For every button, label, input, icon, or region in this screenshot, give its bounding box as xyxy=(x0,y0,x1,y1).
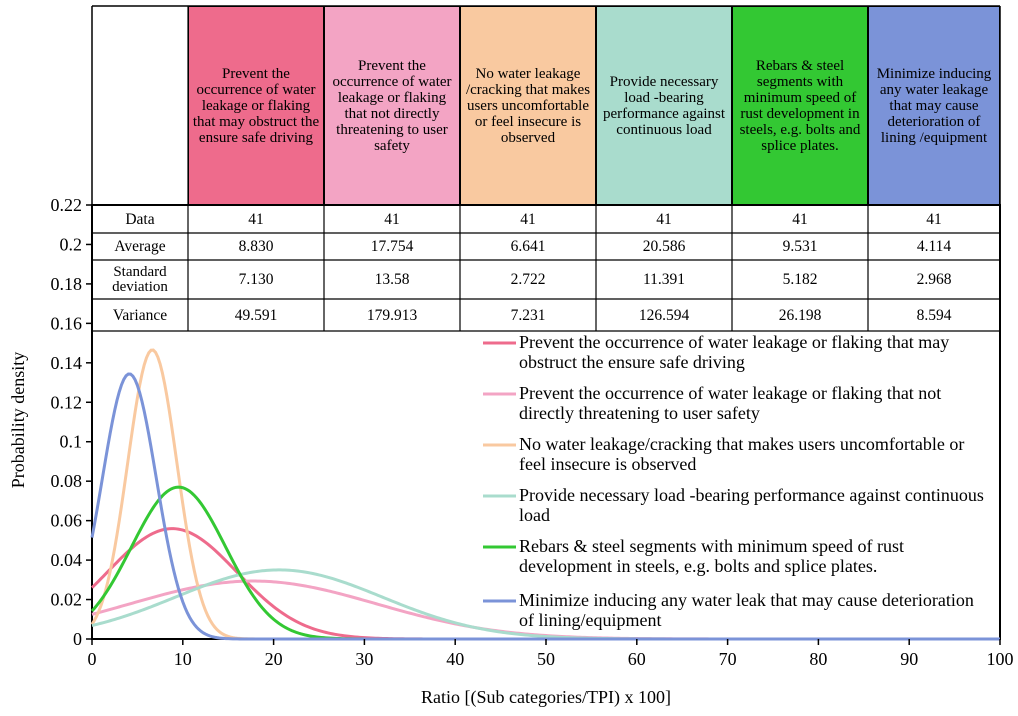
table-value-cell: 41 xyxy=(656,210,672,228)
y-tick-label: 0.16 xyxy=(51,313,83,333)
table-value-cell: 41 xyxy=(792,210,808,228)
y-tick-label: 0.14 xyxy=(51,353,83,373)
table-value-cell: 9.531 xyxy=(782,238,818,255)
table-value-cell: 41 xyxy=(520,210,536,228)
table-row-label: Variance xyxy=(112,306,168,324)
table-value-cell: 17.754 xyxy=(370,238,414,255)
table-value-cell: 20.586 xyxy=(642,238,686,255)
x-tick-label: 90 xyxy=(900,649,918,669)
table-row-label: Average xyxy=(114,238,166,255)
table-value-cell: 49.591 xyxy=(234,306,278,324)
x-tick-label: 40 xyxy=(446,649,464,669)
y-tick-label: 0.18 xyxy=(51,274,83,294)
x-tick-label: 100 xyxy=(987,649,1014,669)
table-value-cell: 6.641 xyxy=(510,238,546,255)
table-value-cell: 41 xyxy=(384,210,400,228)
y-tick-label: 0.1 xyxy=(60,432,83,452)
table-header-cell: Rebars & steel segments with minimum spe… xyxy=(732,6,868,205)
x-tick-label: 20 xyxy=(265,649,283,669)
legend-lines xyxy=(483,341,516,603)
y-tick-label: 0.22 xyxy=(51,195,83,215)
x-tick-label: 80 xyxy=(809,649,827,669)
table-value-cell: 41 xyxy=(926,210,942,228)
table-header-cell: Prevent the occurrence of water leakage … xyxy=(324,6,460,205)
x-tick-label: 50 xyxy=(537,649,555,669)
legend-item: Provide necessary load -bearing performa… xyxy=(519,485,984,525)
table-header-cell: Provide necessary load -bearing performa… xyxy=(596,6,732,205)
y-tick-label: 0 xyxy=(73,629,82,649)
x-axis-label: Ratio [(Sub categories/TPI) x 100] xyxy=(421,687,671,708)
x-tick-label: 10 xyxy=(174,649,192,669)
table-header-cell: Minimize inducing any water leakage that… xyxy=(868,6,1000,205)
x-tick-label: 70 xyxy=(719,649,737,669)
table-value-cell: 26.198 xyxy=(778,306,822,324)
x-tick-label: 30 xyxy=(355,649,373,669)
table-value-cell: 7.231 xyxy=(510,306,546,324)
table-value-cell: 5.182 xyxy=(782,271,818,288)
y-tick-label: 0.08 xyxy=(51,471,83,491)
table-value-cell: 2.968 xyxy=(916,271,952,288)
table-value-cell: 7.130 xyxy=(238,271,274,288)
legend-item: Prevent the occurrence of water leakage … xyxy=(519,383,942,423)
legend-item: Prevent the occurrence of water leakage … xyxy=(519,332,950,372)
legend-item: Minimize inducing any water leak that ma… xyxy=(519,590,974,630)
table-row-label: Data xyxy=(125,210,155,228)
table-value-cell: 179.913 xyxy=(366,306,418,324)
table-header-cell: Prevent the occurrence of water leakage … xyxy=(188,6,324,205)
table-value-cell: 8.594 xyxy=(916,306,952,324)
y-tick-label: 0.2 xyxy=(60,234,83,254)
legend-item: Rebars & steel segments with minimum spe… xyxy=(519,536,904,576)
x-axis-ticks: 0 10 20 30 40 50 60 70 80 90 100 xyxy=(88,639,1014,669)
y-tick-label: 0.06 xyxy=(51,511,83,531)
x-tick-label: 60 xyxy=(628,649,646,669)
table-header-cell: No water leakage /cracking that makes us… xyxy=(460,6,596,205)
legend-item: No water leakage/cracking that makes use… xyxy=(519,434,965,474)
y-axis-ticks: 0 0.02 0.04 0.06 0.08 0.1 0.12 0.14 0.16 0.18 0.2 0… xyxy=(51,195,92,649)
table-value-cell: 13.58 xyxy=(374,271,410,288)
x-tick-label: 0 xyxy=(88,649,97,669)
table-value-cell: 126.594 xyxy=(638,306,690,324)
y-tick-label: 0.12 xyxy=(51,392,83,412)
table-value-cell: 11.391 xyxy=(642,271,686,288)
y-tick-label: 0.02 xyxy=(51,590,83,610)
y-tick-label: 0.04 xyxy=(51,550,83,570)
table-value-cell: 41 xyxy=(248,210,264,228)
table-value-cell: 2.722 xyxy=(510,271,546,288)
y-axis-label: Probability density xyxy=(8,352,28,489)
table-row-label: Standard deviation xyxy=(112,263,168,295)
table-value-cell: 8.830 xyxy=(238,238,274,255)
table-value-cell: 4.114 xyxy=(916,238,952,255)
